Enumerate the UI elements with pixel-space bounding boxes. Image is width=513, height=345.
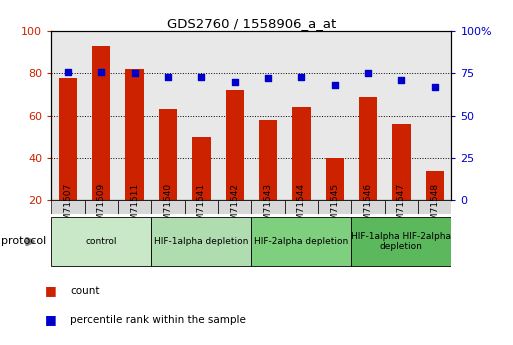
Text: GSM71543: GSM71543	[264, 183, 272, 231]
Text: percentile rank within the sample: percentile rank within the sample	[70, 315, 246, 325]
Point	[364, 71, 372, 76]
Text: GSM71507: GSM71507	[64, 183, 72, 231]
FancyBboxPatch shape	[285, 200, 318, 214]
FancyBboxPatch shape	[351, 217, 451, 266]
Text: ■: ■	[45, 314, 57, 326]
Text: GSM71544: GSM71544	[297, 183, 306, 231]
Title: GDS2760 / 1558906_a_at: GDS2760 / 1558906_a_at	[167, 17, 336, 30]
Point	[430, 84, 439, 90]
FancyBboxPatch shape	[151, 217, 251, 266]
Bar	[226, 90, 244, 200]
FancyBboxPatch shape	[51, 217, 151, 266]
Point	[264, 76, 272, 81]
Text: count: count	[70, 286, 100, 296]
Bar	[259, 120, 277, 200]
Bar	[292, 107, 310, 200]
FancyBboxPatch shape	[218, 200, 251, 214]
Point	[97, 69, 106, 75]
Text: GSM71547: GSM71547	[397, 183, 406, 231]
Bar	[392, 124, 410, 200]
Bar	[426, 170, 444, 200]
Bar	[192, 137, 210, 200]
Text: HIF-1alpha HIF-2alpha
depletion: HIF-1alpha HIF-2alpha depletion	[351, 232, 451, 251]
Bar	[326, 158, 344, 200]
Bar	[359, 97, 377, 200]
Point	[297, 74, 305, 79]
Text: GSM71546: GSM71546	[364, 183, 372, 231]
Text: control: control	[86, 237, 117, 246]
Bar	[59, 78, 77, 200]
FancyBboxPatch shape	[51, 200, 85, 214]
Point	[330, 82, 339, 88]
Text: GSM71509: GSM71509	[97, 183, 106, 231]
Bar	[159, 109, 177, 200]
Text: protocol: protocol	[1, 237, 46, 246]
Bar	[126, 69, 144, 200]
FancyBboxPatch shape	[118, 200, 151, 214]
Text: HIF-1alpha depletion: HIF-1alpha depletion	[154, 237, 248, 246]
Point	[230, 79, 239, 85]
Text: GSM71541: GSM71541	[197, 183, 206, 231]
Text: HIF-2alpha depletion: HIF-2alpha depletion	[254, 237, 348, 246]
Text: GSM71511: GSM71511	[130, 183, 139, 231]
FancyBboxPatch shape	[185, 200, 218, 214]
Text: GSM71542: GSM71542	[230, 183, 239, 231]
Text: GSM71548: GSM71548	[430, 183, 439, 231]
Point	[197, 74, 205, 79]
FancyBboxPatch shape	[251, 200, 285, 214]
FancyBboxPatch shape	[85, 200, 118, 214]
Text: GSM71545: GSM71545	[330, 183, 339, 231]
FancyBboxPatch shape	[418, 200, 451, 214]
Bar	[92, 46, 110, 200]
FancyBboxPatch shape	[385, 200, 418, 214]
FancyBboxPatch shape	[318, 200, 351, 214]
Text: ■: ■	[45, 284, 57, 297]
Point	[130, 71, 139, 76]
Text: GSM71540: GSM71540	[164, 183, 172, 231]
Point	[397, 77, 405, 83]
FancyBboxPatch shape	[151, 200, 185, 214]
FancyBboxPatch shape	[351, 200, 385, 214]
FancyBboxPatch shape	[251, 217, 351, 266]
Point	[164, 74, 172, 79]
Point	[64, 69, 72, 75]
